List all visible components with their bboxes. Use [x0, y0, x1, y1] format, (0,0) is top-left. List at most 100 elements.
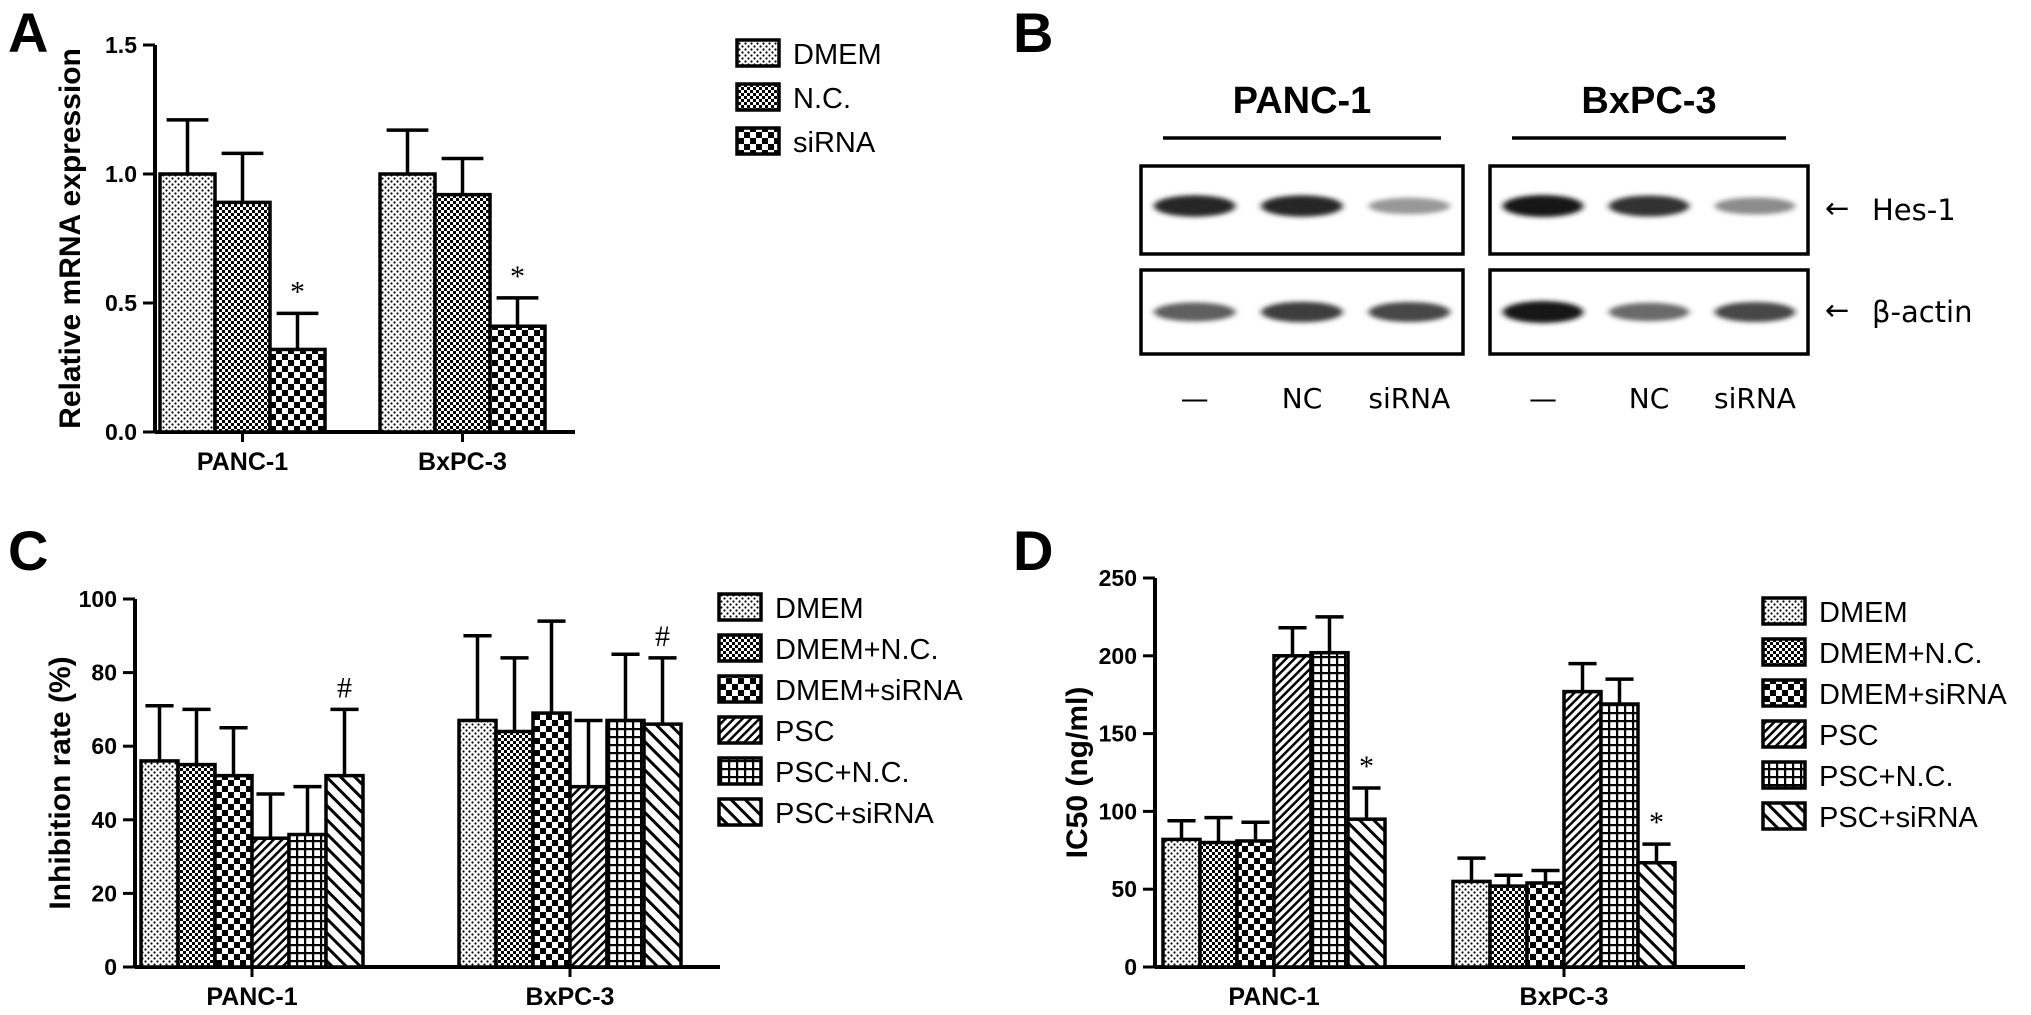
- panel-letter-d: D: [1013, 519, 1053, 582]
- bar: [494, 729, 535, 969]
- y-tick-label: 40: [91, 807, 117, 833]
- significance-mark: #: [655, 620, 670, 653]
- legend-label: DMEM+N.C.: [1819, 638, 1983, 670]
- legend-label: PSC+siRNA: [1819, 802, 1978, 834]
- bar: [568, 784, 609, 969]
- blot-group-title: PANC-1: [1233, 80, 1372, 122]
- legend-swatch: [735, 126, 781, 156]
- legend-label: PSC+N.C.: [775, 757, 910, 789]
- y-tick-label: 50: [1111, 876, 1137, 902]
- bar: [1599, 702, 1640, 969]
- bar: [213, 200, 272, 434]
- bar: [268, 347, 327, 434]
- blot-band: [1502, 195, 1584, 217]
- blot-lane-label: siRNA: [1714, 382, 1796, 415]
- y-axis-title: IC50 (ng/ml): [1061, 687, 1094, 859]
- blot-lane-label: NC: [1282, 382, 1323, 415]
- bar: [457, 718, 498, 969]
- significance-mark: #: [337, 671, 352, 704]
- x-category-label: PANC-1: [206, 983, 297, 1011]
- bar: [250, 836, 291, 969]
- bar: [213, 773, 254, 969]
- legend-label: DMEM+siRNA: [775, 675, 963, 707]
- bar: [433, 192, 492, 434]
- bar: [642, 722, 683, 969]
- y-tick-label: 150: [1099, 721, 1137, 747]
- blot-band: [1608, 302, 1690, 322]
- panel-b-western-blot: PANC-1 — NC siRNA BxPC-3 — NC siRNA ← Hes-1 ← β-act…: [1139, 80, 1973, 415]
- blot-band: [1608, 195, 1690, 217]
- y-tick-label: 0: [104, 954, 117, 980]
- bar: [1488, 884, 1529, 969]
- significance-mark: *: [290, 275, 305, 308]
- panel-letter-c: C: [8, 519, 48, 582]
- bar: [1235, 839, 1276, 969]
- bar: [488, 324, 547, 434]
- significance-mark: *: [1649, 806, 1664, 839]
- panel-letter-a: A: [8, 1, 48, 64]
- bar: [158, 172, 217, 434]
- blot-lane-label: siRNA: [1368, 382, 1450, 415]
- bar: [1309, 650, 1350, 969]
- significance-mark: *: [510, 260, 525, 293]
- blot-arrow: ←: [1825, 293, 1849, 327]
- blot-band: [1502, 301, 1584, 323]
- bar: [139, 759, 180, 969]
- bar: [1272, 654, 1313, 969]
- blot-lane-label: —: [1529, 382, 1557, 415]
- legend-swatch: [735, 38, 781, 68]
- legend-label: siRNA: [793, 127, 876, 159]
- y-tick-label: 20: [91, 880, 117, 906]
- legend-swatch: [1761, 719, 1807, 749]
- bar: [1636, 860, 1677, 969]
- legend-swatch: [1761, 760, 1807, 790]
- significance-mark: *: [1359, 750, 1374, 783]
- bar: [1198, 840, 1239, 969]
- x-category-label: BxPC-3: [1520, 983, 1609, 1011]
- bar: [176, 762, 217, 969]
- blot-band: [1714, 302, 1796, 322]
- bar: [1562, 689, 1603, 969]
- blot-band: [1368, 197, 1451, 215]
- legend-swatch: [735, 82, 781, 112]
- bar: [531, 711, 572, 969]
- bar: [1346, 817, 1387, 969]
- y-tick-label: 100: [79, 586, 117, 612]
- panel-letter-b: B: [1013, 1, 1053, 64]
- blot-band: [1153, 195, 1236, 217]
- legend-swatch: [717, 592, 763, 622]
- legend-swatch: [717, 756, 763, 786]
- y-tick-label: 60: [91, 733, 117, 759]
- x-category-label: PANC-1: [197, 448, 288, 476]
- legend-label: DMEM+N.C.: [775, 634, 939, 666]
- y-tick-label: 1.0: [105, 161, 137, 187]
- blot-lane-label: —: [1181, 382, 1209, 415]
- legend-label: DMEM: [793, 39, 882, 71]
- legend-swatch: [1761, 596, 1807, 626]
- legend-swatch: [717, 797, 763, 827]
- blot-arrow: ←: [1825, 191, 1849, 225]
- legend-swatch: [1761, 801, 1807, 831]
- legend-swatch: [1761, 637, 1807, 667]
- blot-band: [1153, 302, 1236, 322]
- y-tick-label: 200: [1099, 643, 1137, 669]
- blot-band-label: β-actin: [1872, 295, 1973, 329]
- bar: [1161, 837, 1202, 969]
- panel-c-chart: 0 20 40 60 80 100 Inhibition rate (%) PANC-1 BxP…: [44, 586, 963, 1011]
- legend-swatch: [1761, 678, 1807, 708]
- bar: [605, 718, 646, 969]
- y-tick-label: 1.5: [105, 32, 137, 58]
- bar: [1451, 879, 1492, 969]
- bar: [378, 172, 437, 434]
- blot-band: [1714, 197, 1796, 215]
- y-tick-label: 100: [1099, 798, 1137, 824]
- legend-swatch: [717, 633, 763, 663]
- x-category-label: PANC-1: [1228, 983, 1319, 1011]
- blot-lane-label: NC: [1629, 382, 1670, 415]
- y-tick-label: 0.5: [105, 290, 137, 316]
- blot-group-title: BxPC-3: [1581, 80, 1716, 122]
- panel-a-chart: 0.0 0.5 1.0 1.5 Relative mRNA expression PANC…: [54, 32, 882, 476]
- bar: [324, 773, 365, 969]
- bar: [287, 832, 328, 969]
- y-tick-label: 250: [1099, 565, 1137, 591]
